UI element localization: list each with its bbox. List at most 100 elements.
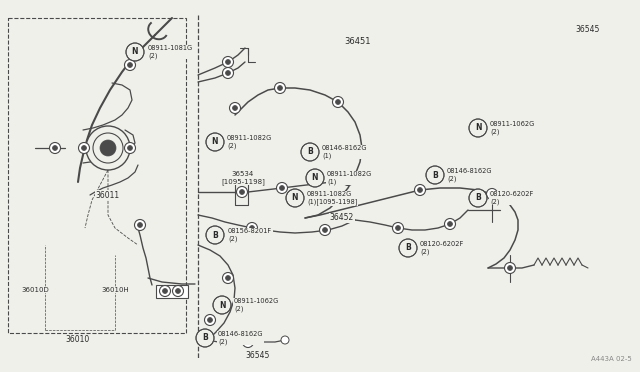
Circle shape <box>504 263 515 273</box>
Text: N: N <box>132 48 138 57</box>
Text: B: B <box>212 231 218 240</box>
Circle shape <box>86 126 130 170</box>
Circle shape <box>127 62 132 67</box>
Circle shape <box>396 225 401 231</box>
Circle shape <box>323 228 328 232</box>
Circle shape <box>175 289 180 294</box>
Text: B: B <box>202 334 208 343</box>
Circle shape <box>206 226 224 244</box>
Circle shape <box>399 239 417 257</box>
Circle shape <box>138 222 143 227</box>
Text: B: B <box>405 244 411 253</box>
Circle shape <box>81 145 86 151</box>
Text: 08911-1081G
(2): 08911-1081G (2) <box>148 45 193 59</box>
Circle shape <box>392 222 403 234</box>
Circle shape <box>223 67 234 78</box>
Circle shape <box>134 219 145 231</box>
Text: B: B <box>475 193 481 202</box>
Text: N: N <box>475 124 481 132</box>
Text: 36452: 36452 <box>330 214 354 222</box>
Circle shape <box>125 60 136 71</box>
Circle shape <box>126 43 144 61</box>
Circle shape <box>223 57 234 67</box>
Circle shape <box>163 289 168 294</box>
Circle shape <box>159 285 170 296</box>
Circle shape <box>415 185 426 196</box>
Text: 36534
[1095-1198]: 36534 [1095-1198] <box>221 171 265 185</box>
Circle shape <box>276 183 287 193</box>
Circle shape <box>239 189 244 195</box>
Text: 08146-8162G
(1): 08146-8162G (1) <box>322 145 367 159</box>
Circle shape <box>79 142 90 154</box>
Text: 08911-1062G
(2): 08911-1062G (2) <box>234 298 279 312</box>
Circle shape <box>447 221 452 227</box>
Circle shape <box>335 100 340 105</box>
Circle shape <box>196 329 214 347</box>
Circle shape <box>286 189 304 207</box>
Text: 08120-6202F
(2): 08120-6202F (2) <box>490 191 534 205</box>
Circle shape <box>306 169 324 187</box>
Circle shape <box>93 133 123 163</box>
Circle shape <box>243 337 253 347</box>
FancyBboxPatch shape <box>156 285 188 298</box>
Text: B: B <box>307 148 313 157</box>
Text: 36010D: 36010D <box>21 287 49 293</box>
Circle shape <box>207 318 212 323</box>
Circle shape <box>486 189 497 199</box>
Circle shape <box>127 145 132 151</box>
Text: A443A 02-5: A443A 02-5 <box>591 356 632 362</box>
Circle shape <box>417 187 422 192</box>
Circle shape <box>52 145 58 151</box>
Text: 36011: 36011 <box>95 190 119 199</box>
Circle shape <box>301 143 319 161</box>
Circle shape <box>246 222 257 234</box>
Text: N: N <box>292 193 298 202</box>
Circle shape <box>469 119 487 137</box>
Text: 08911-1082G
(1): 08911-1082G (1) <box>327 171 372 185</box>
Text: N: N <box>212 138 218 147</box>
Circle shape <box>275 83 285 93</box>
Circle shape <box>319 224 330 235</box>
Circle shape <box>223 273 234 283</box>
Text: 08911-1082G
(2): 08911-1082G (2) <box>227 135 272 149</box>
Circle shape <box>206 133 224 151</box>
Circle shape <box>237 186 248 198</box>
Circle shape <box>232 106 237 110</box>
Text: 08146-8162G
(2): 08146-8162G (2) <box>218 331 264 345</box>
Text: 36451: 36451 <box>345 38 371 46</box>
Text: B: B <box>432 170 438 180</box>
Circle shape <box>225 71 230 76</box>
Circle shape <box>100 140 116 156</box>
Circle shape <box>225 276 230 280</box>
Circle shape <box>333 96 344 108</box>
Circle shape <box>125 142 136 154</box>
Circle shape <box>230 103 241 113</box>
Text: N: N <box>219 301 225 310</box>
Circle shape <box>250 225 255 231</box>
Circle shape <box>508 266 513 270</box>
Circle shape <box>49 142 61 154</box>
Text: 36010: 36010 <box>66 336 90 344</box>
Circle shape <box>426 166 444 184</box>
Text: 36010H: 36010H <box>101 287 129 293</box>
Text: 36545: 36545 <box>575 26 600 35</box>
Circle shape <box>281 336 289 344</box>
Text: 08120-6202F
(2): 08120-6202F (2) <box>420 241 464 255</box>
Circle shape <box>278 86 282 90</box>
Text: 08911-1062G
(2): 08911-1062G (2) <box>490 121 535 135</box>
Text: 36545: 36545 <box>246 350 270 359</box>
Circle shape <box>469 189 487 207</box>
Text: 08156-8201F
(2): 08156-8201F (2) <box>228 228 272 242</box>
Circle shape <box>490 192 495 196</box>
Circle shape <box>246 340 250 344</box>
Circle shape <box>342 174 353 186</box>
Circle shape <box>346 177 351 183</box>
Circle shape <box>213 296 231 314</box>
Text: 08146-8162G
(2): 08146-8162G (2) <box>447 168 493 182</box>
Circle shape <box>280 186 284 190</box>
Circle shape <box>445 218 456 230</box>
Circle shape <box>173 285 184 296</box>
Circle shape <box>205 314 216 326</box>
Text: N: N <box>312 173 318 183</box>
Text: 08911-1082G
(1)[1095-1198]: 08911-1082G (1)[1095-1198] <box>307 191 357 205</box>
